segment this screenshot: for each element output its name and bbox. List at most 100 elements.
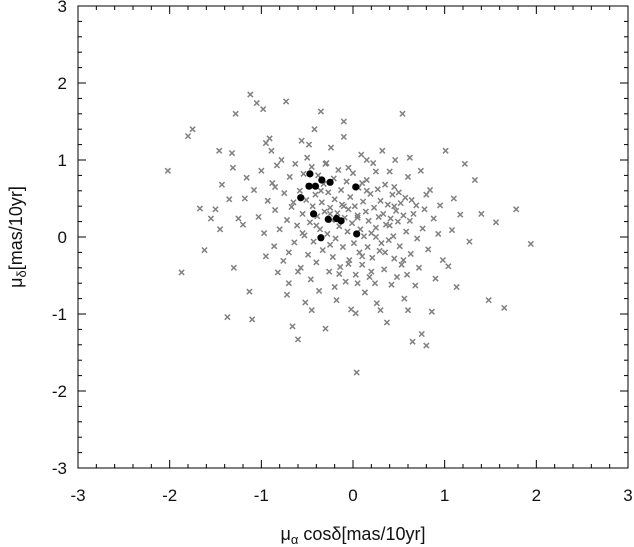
field-star-cross <box>299 230 306 237</box>
field-star-cross <box>289 323 296 330</box>
member-dot <box>353 230 361 238</box>
field-star-cross <box>445 263 452 270</box>
field-star-cross <box>345 206 352 213</box>
field-star-cross <box>349 169 357 177</box>
y-tick-label: -3 <box>52 459 67 478</box>
field-star-cross <box>432 275 439 282</box>
field-star-cross <box>228 149 236 157</box>
field-star-cross <box>243 174 250 181</box>
field-star-cross <box>189 126 196 133</box>
y-tick-labels: -3 -2 -1 0 1 2 3 <box>52 0 67 478</box>
field-star-cross <box>372 233 380 241</box>
field-star-cross <box>300 170 307 177</box>
field-star-cross <box>448 226 456 234</box>
x-tick-label: 0 <box>348 486 357 505</box>
field-star-cross <box>366 273 373 281</box>
field-star-cross <box>343 178 350 185</box>
field-star-cross <box>418 330 425 338</box>
field-star-cross <box>439 256 446 264</box>
field-star-cross <box>352 271 359 278</box>
field-star-cross <box>332 235 339 242</box>
field-star-cross <box>273 162 281 169</box>
field-star-cross <box>425 246 432 253</box>
field-star-cross <box>501 304 508 311</box>
x-tick-label: 1 <box>440 486 449 505</box>
field-star-cross <box>294 336 302 343</box>
field-star-cross <box>478 210 485 218</box>
field-star-cross <box>442 147 449 154</box>
field-star-cross <box>386 168 393 175</box>
field-star-cross <box>327 144 335 151</box>
field-star-cross <box>347 193 354 201</box>
field-star-cross <box>329 253 336 261</box>
field-star-cross <box>334 209 341 217</box>
field-star-cross <box>409 338 416 345</box>
field-star-cross <box>436 202 444 209</box>
y-tick-label: 3 <box>58 0 67 16</box>
field-star-cross <box>290 199 297 206</box>
field-star-cross <box>317 108 325 115</box>
field-star-cross <box>305 141 313 148</box>
field-star-cross <box>260 106 267 113</box>
field-star-cross <box>312 191 319 198</box>
x-axis-label-sub: α <box>291 532 299 547</box>
field-star-cross <box>321 208 328 215</box>
field-star-cross <box>232 110 239 117</box>
field-star-cross <box>348 220 356 227</box>
field-star-cross <box>354 280 361 287</box>
field-star-cross <box>435 230 442 238</box>
field-star-cross <box>399 110 406 117</box>
field-star-cross <box>401 295 408 302</box>
field-star-cross <box>395 189 402 196</box>
field-star-cross <box>226 196 233 203</box>
field-star-cross <box>285 249 292 256</box>
field-star-cross <box>408 196 415 204</box>
field-star-cross <box>466 238 473 245</box>
field-star-cross <box>278 156 285 164</box>
member-dot <box>311 182 320 190</box>
field-star-cross <box>391 203 398 210</box>
field-star-cross <box>281 189 288 197</box>
field-star-cross <box>260 230 268 237</box>
field-star-cross <box>390 233 397 240</box>
field-star-cross <box>164 167 171 174</box>
field-star-cross <box>291 239 298 246</box>
x-axis-label-rest: cosδ[mas/10yr] <box>298 524 425 544</box>
field-star-cross <box>372 168 380 175</box>
field-star-cross <box>351 203 358 210</box>
field-star-cross <box>336 270 343 278</box>
field-star-cross <box>311 126 318 133</box>
member-dot <box>309 210 318 218</box>
field-star-cross <box>400 212 407 219</box>
field-star-cross <box>326 241 334 248</box>
field-star-cross <box>299 210 306 218</box>
field-star-cross <box>471 176 479 184</box>
field-star-cross <box>283 216 291 224</box>
field-star-cross <box>271 206 279 214</box>
x-axis-label: μα cosδ[mas/10yr] <box>281 524 426 547</box>
field-star-cross <box>378 240 385 247</box>
field-star-cross <box>184 132 192 140</box>
field-star-cross <box>324 230 331 238</box>
field-star-cross <box>212 206 219 213</box>
field-star-cross <box>201 246 208 254</box>
field-star-cross <box>249 316 256 323</box>
field-star-cross <box>326 204 334 211</box>
field-star-cross <box>340 133 347 141</box>
member-dot <box>324 215 332 223</box>
field-star-cross <box>402 194 409 201</box>
field-star-cross <box>407 250 414 258</box>
field-star-cross <box>406 217 413 224</box>
field-star-cross <box>271 243 278 250</box>
field-star-cross <box>235 215 242 222</box>
field-star-cross <box>241 195 248 202</box>
field-star-cross <box>430 215 437 222</box>
field-star-cross <box>358 151 365 158</box>
field-star-cross <box>255 213 262 221</box>
field-star-cross <box>379 147 386 154</box>
member-dot <box>317 234 325 242</box>
field-star-cross <box>345 260 352 268</box>
field-star-cross <box>286 173 293 181</box>
field-star-cross <box>397 199 404 207</box>
field-star-cross <box>373 300 380 307</box>
